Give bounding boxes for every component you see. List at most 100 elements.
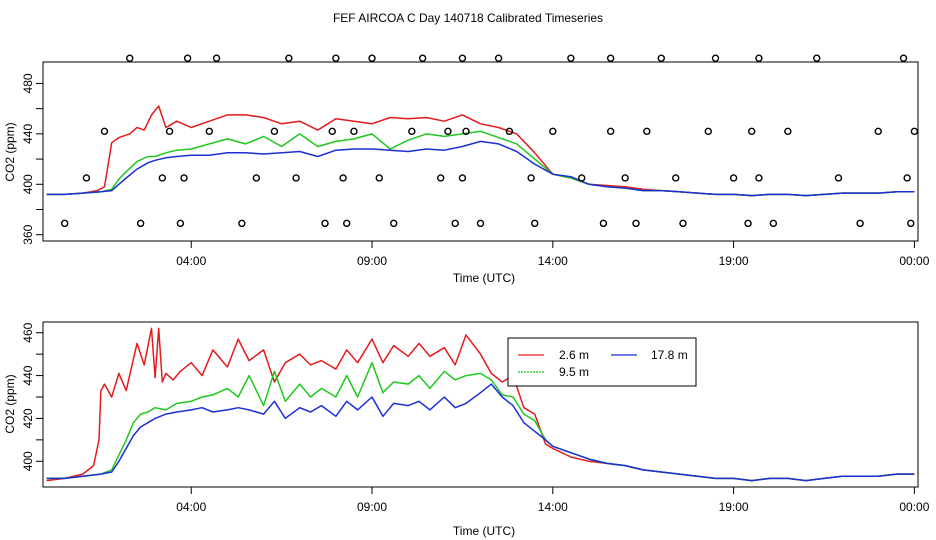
calibration-point: [332, 54, 340, 62]
calibration-point: [165, 127, 174, 136]
calibration-point: [437, 174, 445, 182]
calibration-point: [375, 174, 383, 182]
bottom-x-axis-label: Time (UTC): [453, 524, 515, 538]
legend: 2.6 m 17.8 m 9.5 m: [507, 337, 697, 387]
calibration-point: [567, 54, 575, 62]
calibration-point: [285, 54, 293, 62]
top-series-lines: [46, 105, 915, 197]
calibration-point: [328, 127, 336, 136]
y-tick-label-360: 360: [21, 224, 35, 244]
legend-label-9-5: 9.5 m: [559, 365, 589, 379]
calibration-point: [599, 219, 608, 228]
y-tick-label-480: 480: [21, 73, 35, 93]
calibration-point: [252, 174, 261, 182]
calibration-point: [643, 127, 651, 136]
calibration-point: [126, 54, 134, 62]
x-tick-label-19-00: 19:00: [719, 254, 749, 268]
calibration-point: [606, 127, 615, 136]
series-line-17-8-m: [46, 383, 915, 482]
calibration-point: [350, 127, 358, 136]
calibration-point: [494, 54, 503, 62]
calibration-point: [744, 219, 752, 228]
calibration-point: [458, 54, 467, 62]
calibration-point: [769, 219, 778, 228]
calibration-point: [729, 174, 738, 182]
calibration-point: [462, 127, 470, 136]
x-tick-label-00-00: 00:00: [899, 500, 929, 514]
x-tick-label-09-00: 09:00: [357, 254, 387, 268]
calibration-point: [527, 174, 535, 182]
calibration-point: [704, 127, 712, 136]
calibration-point: [205, 127, 214, 136]
calibration-point: [343, 219, 351, 228]
x-tick-label-14-00: 14:00: [538, 254, 568, 268]
calibration-point: [270, 127, 279, 136]
calibration-point: [180, 174, 188, 182]
calibration-point: [408, 127, 416, 136]
calibration-point: [321, 219, 329, 228]
calibration-point: [606, 54, 615, 62]
calibration-point: [418, 54, 427, 62]
calibration-point: [100, 127, 109, 136]
calibration-point: [82, 174, 91, 182]
calibration-point: [711, 54, 720, 62]
calibration-point: [813, 54, 821, 62]
y-tick-label-440: 440: [21, 124, 35, 144]
bottom-axis-ticks: 04:00 09:00 14:00 19:00 00:00 400 420 440 460: [21, 322, 930, 514]
legend-label-2-6: 2.6 m: [559, 348, 589, 362]
y-tick-label-460: 460: [21, 322, 35, 342]
top-y-axis-label: CO2 (ppm): [3, 122, 17, 181]
calibration-point: [755, 54, 763, 62]
calibration-point: [747, 127, 756, 136]
x-tick-label-19-00: 19:00: [719, 500, 749, 514]
calibration-point: [856, 219, 864, 228]
bottom-panel: Time (UTC) CO2 (ppm) 04:00 09:00 14:00 19:0…: [3, 321, 930, 538]
calibration-point: [136, 219, 145, 228]
x-tick-label-09-00: 09:00: [357, 500, 387, 514]
x-tick-label-04-00: 04:00: [176, 254, 206, 268]
calibration-point: [212, 54, 221, 62]
legend-label-17-8: 17.8 m: [651, 348, 688, 362]
calibration-point: [632, 219, 640, 228]
legend-box: [507, 337, 697, 387]
calibration-point: [390, 219, 398, 228]
calibration-point: [444, 127, 452, 136]
calibration-point: [672, 174, 680, 182]
calibration-point: [549, 127, 557, 136]
bottom-plot-frame: [42, 321, 919, 488]
top-axis-ticks: 04:00 09:00 14:00 19:00 00:00 360 400 440 480: [21, 73, 930, 268]
calibration-point: [458, 174, 467, 182]
bottom-series-lines: [46, 327, 915, 482]
calibration-point: [238, 219, 246, 228]
calibration-point: [755, 174, 763, 182]
top-panel: Time (UTC) CO2 (ppm) 04:00 09:00 14:00 19:0…: [3, 54, 930, 285]
calibration-point: [874, 127, 882, 136]
series-line-2-6-m: [46, 327, 915, 482]
calibration-point: [910, 127, 919, 136]
top-calibration-points: [60, 54, 919, 228]
y-tick-label-440: 440: [21, 365, 35, 385]
calibration-point: [907, 219, 915, 228]
calibration-point: [621, 174, 629, 182]
figure-title: FEF AIRCOA C Day 140718 Calibrated Times…: [333, 11, 603, 25]
calibration-point: [903, 174, 911, 182]
y-tick-label-420: 420: [21, 408, 35, 428]
calibration-point: [451, 219, 459, 228]
top-plot-frame: [42, 61, 919, 242]
calibration-point: [368, 54, 376, 62]
x-tick-label-00-00: 00:00: [899, 254, 929, 268]
calibration-point: [476, 219, 485, 228]
calibration-point: [176, 219, 185, 228]
calibration-point: [578, 174, 586, 182]
bottom-y-axis-label: CO2 (ppm): [3, 374, 17, 433]
x-tick-label-04-00: 04:00: [176, 500, 206, 514]
calibration-point: [834, 174, 843, 182]
series-line-9-5-m: [46, 361, 915, 482]
y-tick-label-400: 400: [21, 174, 35, 194]
calibration-point: [339, 174, 347, 182]
series-line-17-8-m: [46, 140, 915, 197]
calibration-point: [657, 54, 665, 62]
y-tick-label-400: 400: [21, 451, 35, 471]
top-x-axis-label: Time (UTC): [453, 271, 515, 285]
calibration-point: [158, 174, 167, 182]
